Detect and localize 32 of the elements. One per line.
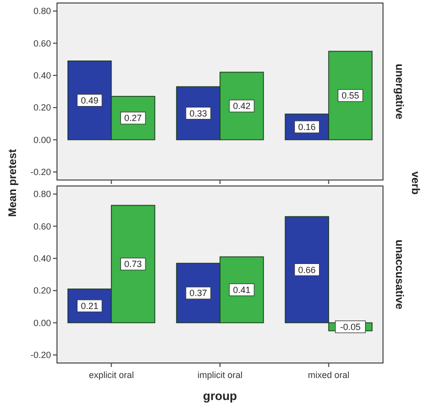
x-tick-label: mixed oral: [308, 370, 350, 380]
y-tick-label: 0.80: [33, 6, 51, 16]
text: verb: [409, 171, 422, 195]
y-tick-label: 0.80: [33, 189, 51, 200]
y-tick-label: -0.20: [30, 350, 51, 360]
data-label: 0.41: [232, 284, 250, 295]
data-label: 0.73: [124, 259, 142, 270]
y-tick-label: 0.60: [33, 221, 51, 232]
y-tick-label: 0.40: [33, 254, 51, 264]
y2-axis-title: unaccusative: [393, 240, 406, 310]
y-tick-label: 0.20: [33, 286, 51, 296]
y-tick-label: 0.20: [33, 102, 51, 113]
data-label: 0.16: [298, 122, 316, 132]
data-label: 0.21: [80, 301, 98, 312]
data-label: 0.55: [342, 90, 360, 101]
y-tick-label: 0.00: [33, 134, 51, 145]
data-label: 0.66: [298, 264, 316, 275]
x-tick-label: explicit oral: [88, 370, 134, 380]
y2-axis-title: unergative: [393, 64, 406, 120]
y-tick-label: 0.60: [33, 38, 51, 48]
x-tick-label: implicit oral: [197, 370, 243, 380]
y-tick-label: 0.40: [33, 70, 51, 81]
data-label: 0.42: [232, 101, 250, 112]
data-label: 0.33: [190, 108, 208, 118]
data-label: 0.27: [124, 113, 142, 124]
data-label: -0.05: [340, 322, 361, 332]
y-tick-label: 0.00: [33, 318, 51, 328]
x-axis-title: group: [203, 389, 237, 403]
data-label: 0.49: [80, 96, 98, 106]
data-label: 0.37: [190, 288, 208, 298]
y-tick-label: -0.20: [30, 167, 51, 178]
y-axis-title: Mean pretest: [6, 148, 19, 217]
